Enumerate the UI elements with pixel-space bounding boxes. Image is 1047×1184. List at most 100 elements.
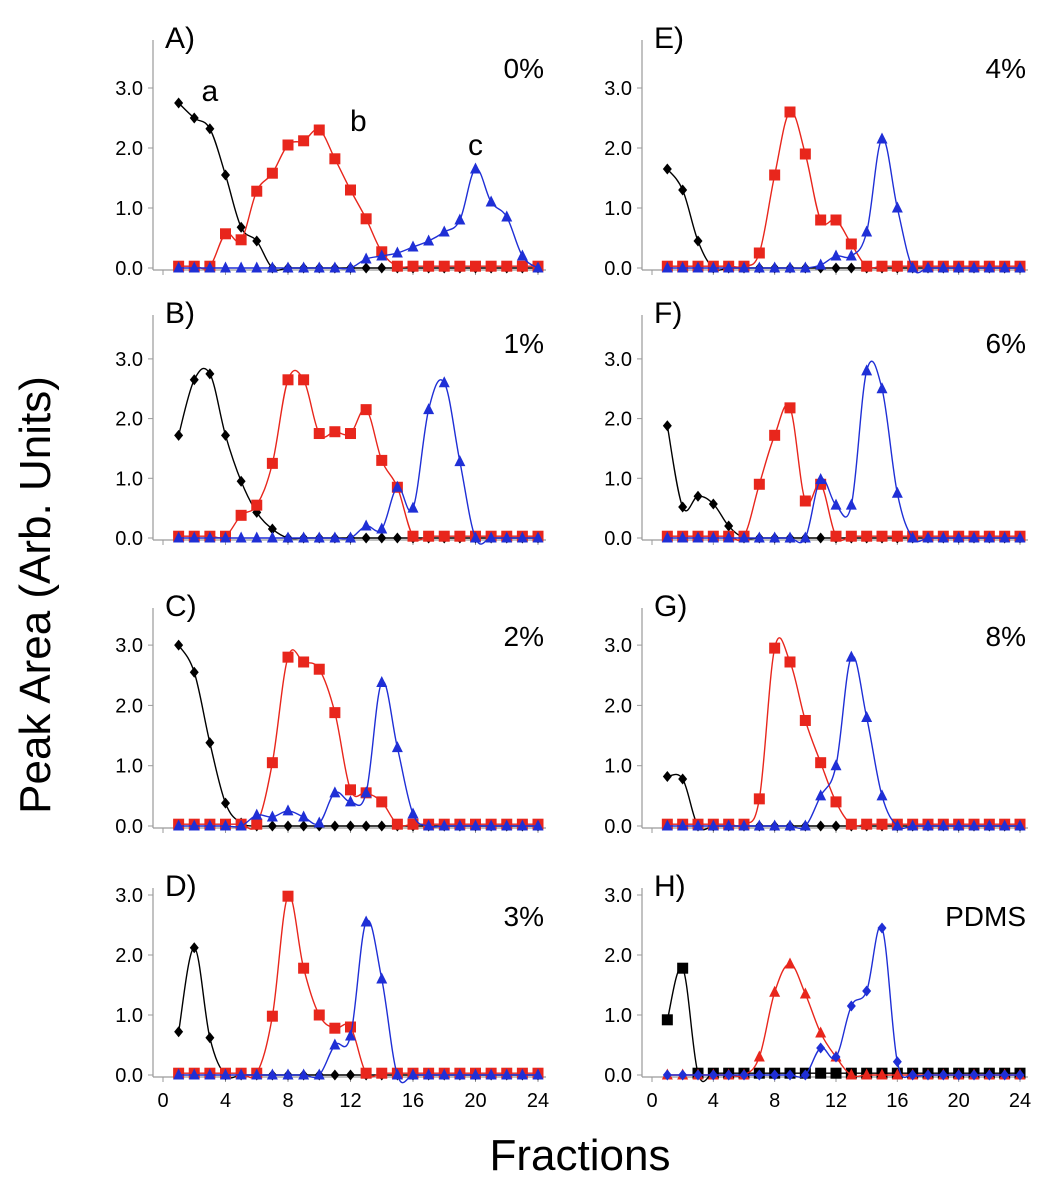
data-point-c <box>204 1068 216 1080</box>
data-point-c <box>876 789 888 801</box>
panel-h: 0.0 1.0 2.0 3.0 0 4 8 12 16 20 24 H) PDMS <box>604 870 1031 1112</box>
data-point-b <box>282 651 294 663</box>
data-point-c <box>661 819 673 831</box>
data-point-c <box>329 261 341 273</box>
data-point-c <box>953 819 965 831</box>
data-point-a <box>283 820 293 832</box>
data-point-b <box>815 478 827 490</box>
data-point-b <box>360 213 372 225</box>
data-point-a <box>299 820 309 832</box>
data-point-c <box>438 225 450 237</box>
data-point-c <box>922 261 934 273</box>
data-point-c <box>173 261 185 273</box>
y-tick-label: 2.0 <box>604 695 632 717</box>
series-line-c <box>178 680 538 828</box>
data-point-b <box>345 1021 356 1033</box>
data-point-c <box>345 795 356 807</box>
data-point-b <box>784 957 796 969</box>
data-point-c <box>877 922 887 934</box>
data-point-c <box>785 1069 795 1081</box>
data-point-c <box>907 531 919 543</box>
data-point-b <box>266 757 278 769</box>
data-point-a <box>267 820 277 832</box>
data-point-c <box>188 531 200 543</box>
data-point-c <box>204 261 216 273</box>
data-point-b <box>799 148 811 160</box>
data-point-c <box>298 1068 310 1080</box>
data-point-b <box>516 260 528 272</box>
panel-c: 0.0 1.0 2.0 3.0 C) 2% <box>115 590 546 838</box>
panel-condition: 4% <box>986 53 1026 84</box>
data-point-b <box>799 714 811 726</box>
data-point-c <box>220 261 231 273</box>
y-tick-label: 1.0 <box>115 198 143 220</box>
data-point-c <box>738 531 750 543</box>
data-point-c <box>784 531 796 543</box>
data-point-b <box>769 169 781 181</box>
data-point-c <box>501 531 513 543</box>
panel-label: D) <box>165 870 197 903</box>
x-tick-label: 8 <box>769 1090 780 1112</box>
data-point-a <box>361 532 371 544</box>
data-point-c <box>753 819 765 831</box>
y-tick-label: 0.0 <box>604 1065 632 1087</box>
series-line-c <box>667 138 1020 274</box>
data-point-b <box>407 530 419 542</box>
data-point-c <box>816 1042 826 1054</box>
data-point-c <box>968 261 980 273</box>
data-point-a <box>330 1069 340 1081</box>
panel-label: C) <box>165 590 197 623</box>
data-point-b <box>891 260 903 272</box>
x-tick-label: 20 <box>948 1090 970 1112</box>
data-point-a <box>189 374 199 386</box>
data-point-a <box>267 523 277 535</box>
data-point-c <box>968 531 980 543</box>
data-point-b <box>423 260 435 272</box>
data-point-c <box>329 1038 341 1050</box>
series-line-a <box>667 773 1020 831</box>
data-point-c <box>251 808 263 820</box>
data-point-c <box>501 210 513 222</box>
data-point-b <box>861 260 873 272</box>
data-point-c <box>188 261 200 273</box>
data-point-c <box>693 1069 703 1081</box>
data-point-c <box>662 1069 672 1081</box>
x-tick-label: 24 <box>527 1090 549 1112</box>
data-point-b <box>815 757 827 769</box>
data-point-c <box>360 252 372 264</box>
data-point-a <box>174 1026 184 1038</box>
data-point-a <box>189 666 199 678</box>
data-point-b <box>753 793 765 805</box>
series-line-b <box>667 963 1020 1078</box>
data-point-c <box>266 810 278 822</box>
data-point-c <box>360 915 372 927</box>
data-point-c <box>723 819 735 831</box>
data-point-c <box>391 246 403 258</box>
panel-g: 0.0 1.0 2.0 3.0 G) 8% <box>604 590 1028 838</box>
data-point-c <box>861 364 873 376</box>
y-tick-label: 2.0 <box>604 138 632 160</box>
y-tick-label: 1.0 <box>604 1005 632 1027</box>
x-tick-label: 12 <box>825 1090 847 1112</box>
data-point-c <box>360 786 372 798</box>
y-tick-label: 0.0 <box>115 528 143 550</box>
data-point-c <box>723 261 735 273</box>
data-point-c <box>907 261 919 273</box>
data-point-c <box>329 531 341 543</box>
data-point-c <box>723 531 735 543</box>
data-point-b <box>360 1067 372 1079</box>
data-point-b <box>799 495 811 507</box>
data-point-c <box>954 1069 964 1081</box>
series-line-b <box>667 404 1020 542</box>
data-point-c <box>1014 261 1026 273</box>
data-point-c <box>220 1068 231 1080</box>
data-point-c <box>983 261 995 273</box>
data-point-c <box>454 213 466 225</box>
data-point-b <box>298 135 310 147</box>
data-point-c <box>800 1069 810 1081</box>
x-tick-label: 24 <box>1009 1090 1031 1112</box>
data-point-c <box>532 531 544 543</box>
data-point-a <box>330 820 340 832</box>
x-tick-label: 20 <box>464 1090 486 1112</box>
data-point-c <box>516 249 528 261</box>
